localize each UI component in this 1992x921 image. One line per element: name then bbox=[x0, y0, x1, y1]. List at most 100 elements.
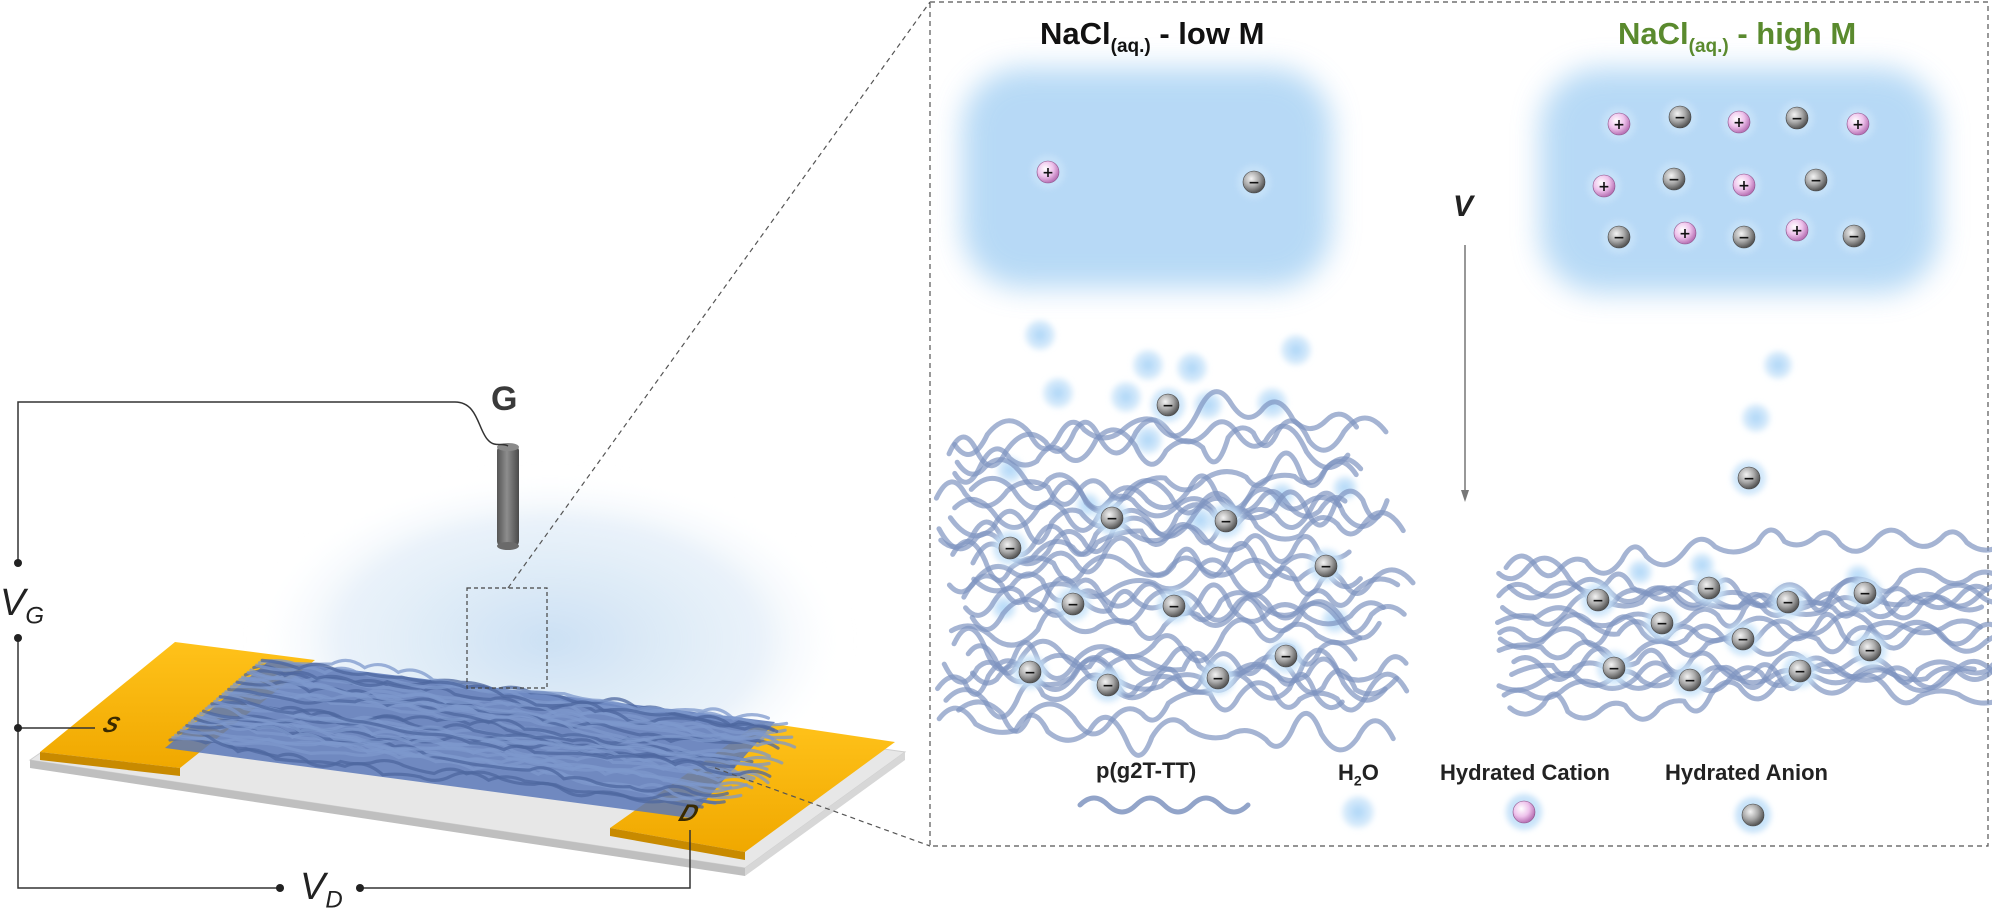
vd-wire-right bbox=[360, 830, 691, 889]
ion-sign: − bbox=[1703, 581, 1715, 597]
hydrated-cation: + bbox=[1031, 155, 1065, 189]
legend-water-label: H2O bbox=[1338, 760, 1379, 789]
electrolyte-cloud-low bbox=[962, 68, 1332, 288]
ion-sign: − bbox=[1248, 175, 1260, 191]
substrate-edge bbox=[30, 760, 745, 876]
polymer-strand bbox=[952, 490, 1381, 533]
ion-sign: − bbox=[1320, 559, 1332, 575]
ion-sign: − bbox=[1791, 111, 1803, 127]
polymer-strand bbox=[1501, 660, 1992, 706]
ion-sign: − bbox=[1656, 616, 1668, 632]
zoom-box bbox=[466, 587, 548, 689]
ion-sign: − bbox=[1738, 230, 1750, 246]
ion-sign: − bbox=[1782, 595, 1794, 611]
vd-terminal-left bbox=[276, 884, 284, 892]
polymer-strand bbox=[954, 456, 1364, 512]
hydrated-anion: − bbox=[1151, 388, 1185, 422]
ion-sign: − bbox=[1608, 661, 1620, 677]
device-illustration bbox=[14, 1, 931, 892]
hydrated-anion: − bbox=[1269, 639, 1303, 673]
ion-sign: + bbox=[1613, 117, 1625, 133]
hydrated-anion: − bbox=[1091, 668, 1125, 702]
hydrated-anion: − bbox=[1848, 576, 1882, 610]
ion-sign: − bbox=[1684, 673, 1696, 689]
water-droplet bbox=[1194, 391, 1222, 419]
ion-sign: − bbox=[1004, 541, 1016, 557]
ion-sign: + bbox=[1733, 115, 1745, 131]
source-node bbox=[14, 724, 22, 732]
hydrated-anion: − bbox=[1732, 461, 1766, 495]
hydrated-anion: − bbox=[1771, 585, 1805, 619]
ion-sign: − bbox=[1280, 649, 1292, 665]
gate-wire bbox=[17, 401, 509, 563]
polymer-strand bbox=[936, 705, 1396, 758]
ion-sign: + bbox=[1852, 117, 1864, 133]
ion-sign: − bbox=[1592, 593, 1604, 609]
ion-sign: + bbox=[1598, 179, 1610, 195]
ion-sign: − bbox=[1067, 597, 1079, 613]
hydrated-anion: − bbox=[1645, 606, 1679, 640]
hydrated-anion: − bbox=[1056, 587, 1090, 621]
water-droplet bbox=[992, 596, 1016, 620]
ion-sign: − bbox=[1810, 173, 1822, 189]
voltage-arrow-label: V bbox=[1453, 190, 1474, 223]
water-droplet bbox=[1177, 353, 1207, 383]
hydrated-cation: + bbox=[1587, 169, 1621, 203]
hydrated-anion: − bbox=[1095, 501, 1129, 535]
legend-polymer-label: p(g2T-TT) bbox=[1096, 758, 1197, 783]
vd-wire-left bbox=[17, 728, 280, 889]
gate-electrode bbox=[497, 445, 519, 547]
voltage-arrowhead bbox=[1461, 490, 1469, 502]
water-droplet bbox=[1025, 320, 1055, 350]
substrate-side bbox=[745, 752, 905, 876]
vg-terminal-top bbox=[14, 559, 22, 567]
channel-fibers bbox=[168, 658, 797, 809]
polymer-strand bbox=[952, 415, 1389, 485]
hydrated-anion: − bbox=[1673, 663, 1707, 697]
ions: + − − − − − − − − − − − − + − + − + + − + − − + − + − − − − − − − − − − − − bbox=[993, 100, 1887, 702]
ion-sign: − bbox=[1859, 586, 1871, 602]
channel-fiber bbox=[246, 670, 794, 741]
hydrated-anion: − bbox=[1209, 504, 1243, 538]
hydrated-cation: + bbox=[1780, 213, 1814, 247]
ion-sign: + bbox=[1679, 226, 1691, 242]
channel-fiber bbox=[215, 694, 770, 785]
hydrated-anion: − bbox=[1602, 220, 1636, 254]
ion-sign: − bbox=[1848, 229, 1860, 245]
polymer-strand bbox=[970, 506, 1406, 566]
zoom-line-top bbox=[507, 1, 931, 589]
hydrated-anion: − bbox=[1309, 549, 1343, 583]
vg-label: VG bbox=[0, 582, 45, 630]
legend-anion-label: Hydrated Anion bbox=[1665, 760, 1828, 785]
ion-sign: − bbox=[1613, 230, 1625, 246]
hydrated-anion: − bbox=[1799, 163, 1833, 197]
hydrated-anion: − bbox=[1663, 100, 1697, 134]
hydrated-cation: + bbox=[1668, 216, 1702, 250]
legend-polymer-swatch bbox=[1077, 795, 1251, 815]
polymer-channel bbox=[165, 658, 797, 818]
ion-sign: − bbox=[1106, 511, 1118, 527]
hydrated-anion: − bbox=[1657, 162, 1691, 196]
hydrated-anion: − bbox=[1597, 651, 1631, 685]
ion-sign: − bbox=[1168, 599, 1180, 615]
water-droplet bbox=[1764, 351, 1792, 379]
hydrated-cation: + bbox=[1602, 107, 1636, 141]
hydrated-anion: − bbox=[1727, 220, 1761, 254]
gate-label: G bbox=[491, 380, 518, 418]
ion-sign: + bbox=[1791, 223, 1803, 239]
ion-sign: − bbox=[1794, 664, 1806, 680]
legend-cation-swatch bbox=[1506, 794, 1542, 830]
polymer-strand bbox=[935, 656, 1345, 711]
channel-fiber bbox=[257, 658, 770, 721]
source-pad-edge bbox=[40, 752, 180, 776]
ion-sign: − bbox=[1743, 471, 1755, 487]
water-droplet bbox=[1134, 426, 1162, 454]
water-droplet bbox=[1628, 560, 1652, 584]
polymer-strand bbox=[951, 617, 1363, 681]
polymer-strand bbox=[961, 557, 1416, 605]
ion-sign: − bbox=[1668, 172, 1680, 188]
water-droplet bbox=[1281, 335, 1311, 365]
water-droplet bbox=[1333, 476, 1357, 500]
hydrated-cation: + bbox=[1841, 107, 1875, 141]
